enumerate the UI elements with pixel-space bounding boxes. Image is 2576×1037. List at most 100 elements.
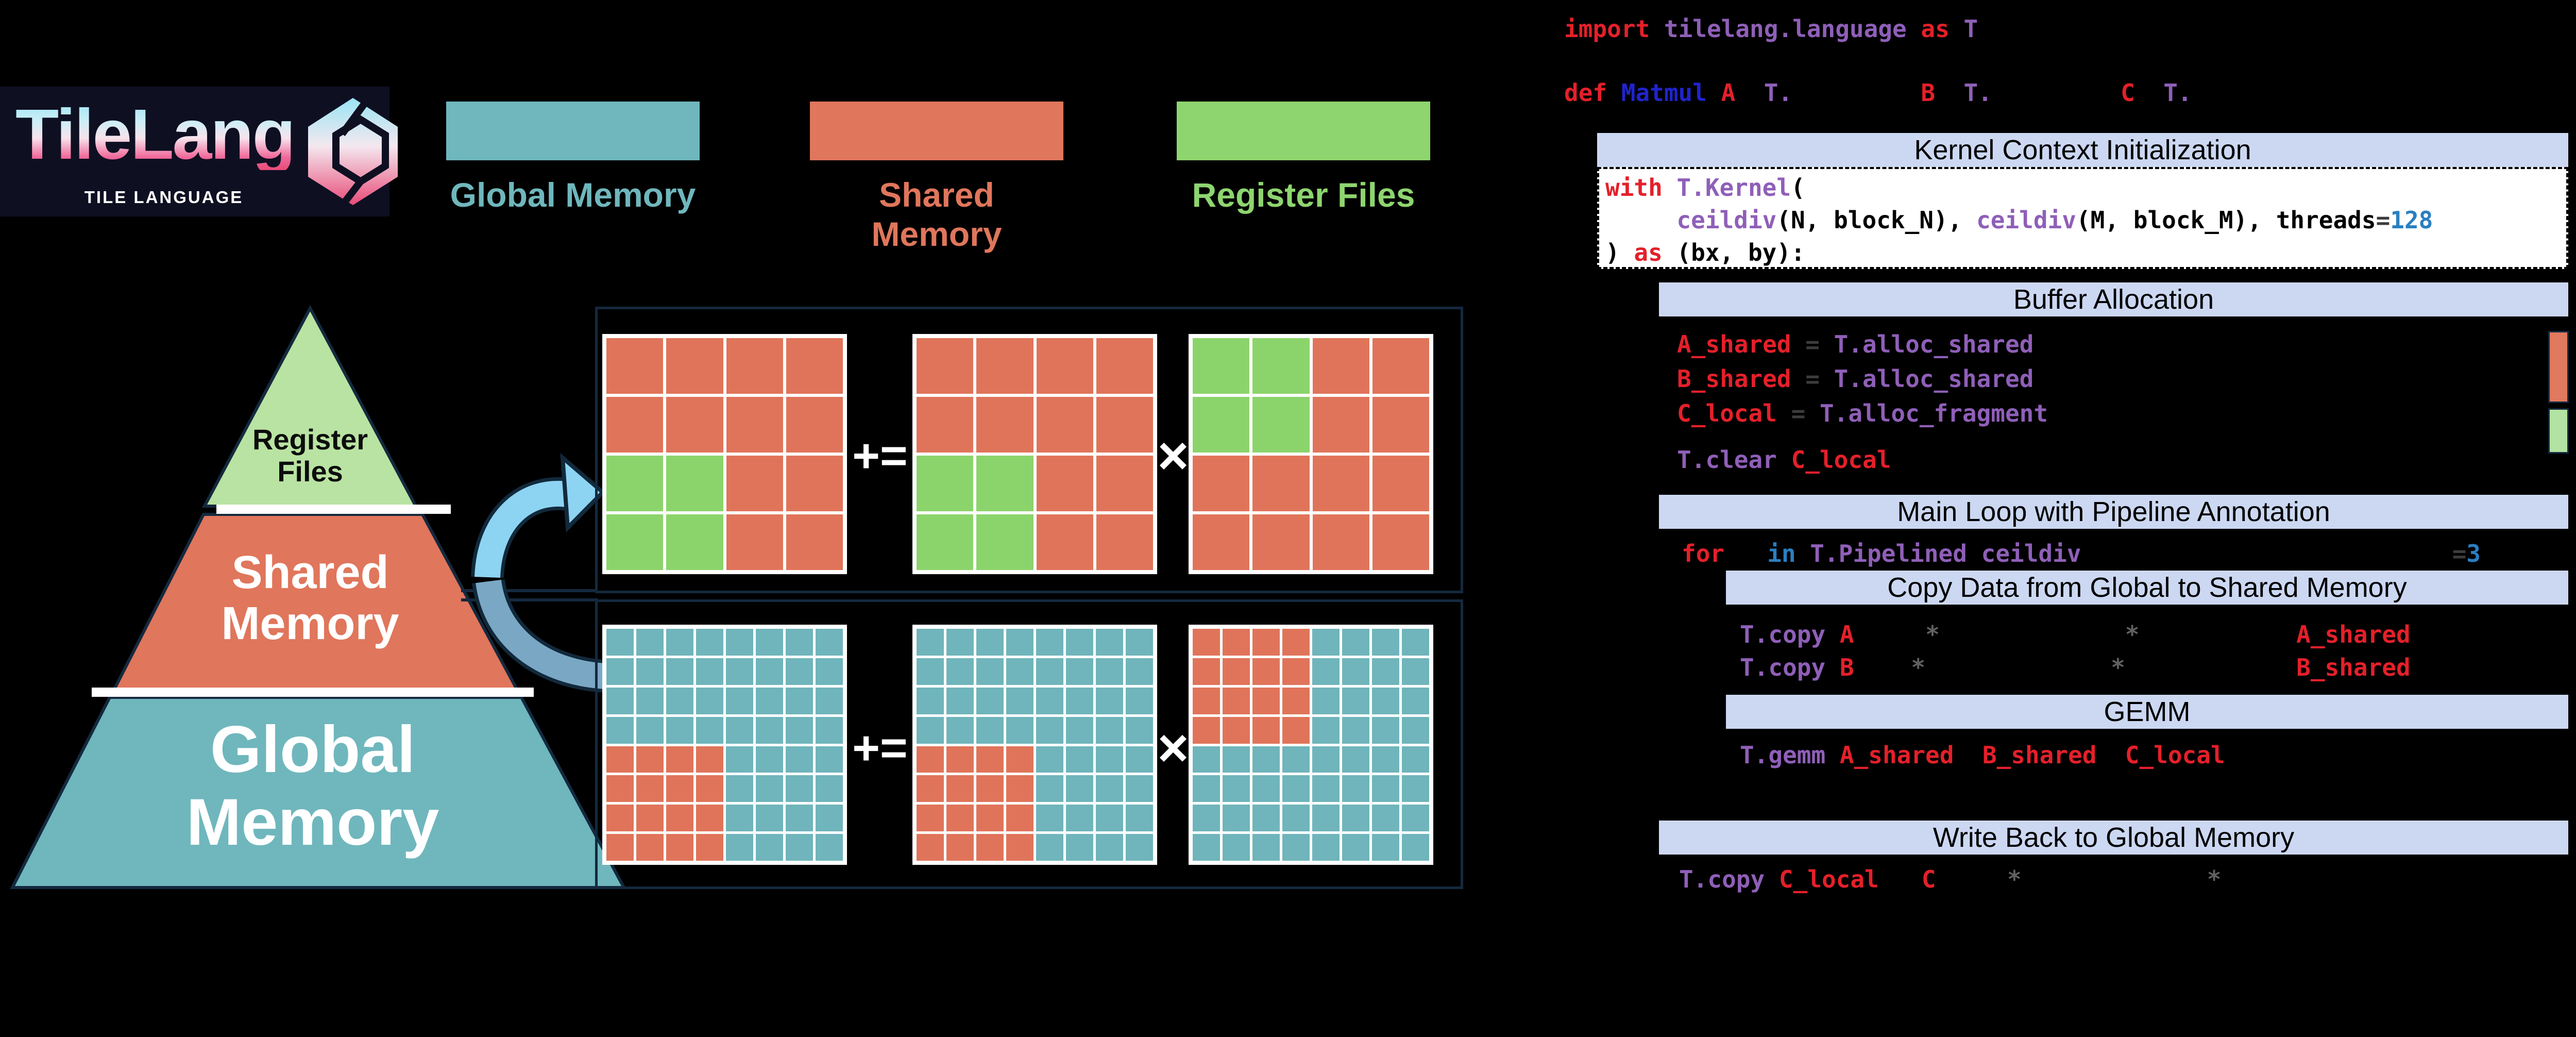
matrix-cell [1006,716,1033,744]
matrix-top-2 [912,334,1157,574]
matrix-cell [1036,338,1093,394]
code-token: T.alloc_shared [1834,365,2034,393]
code-token: T.clear [1677,446,1791,474]
matrix-cell [1036,658,1063,685]
operator-accumulate: += [852,722,908,775]
code-token: (bx, by): [1676,239,1805,266]
matrix-cell [1402,805,1429,832]
matrix-cell [1126,805,1153,832]
matrix-cell [946,716,974,744]
matrix-cell [946,746,974,773]
matrix-cell [1126,746,1153,773]
code-token [1724,540,1767,567]
matrix-cell [976,834,1004,861]
kernel-context-code-box [1597,167,2568,269]
matrix-cell [726,805,753,832]
code-token: with [1605,174,1677,202]
matrix-cell [917,834,944,861]
matrix-cell [726,456,783,511]
matrix-cell [1282,746,1310,773]
code-line-def: def Matmul A T. B T. C T. [1564,78,2192,107]
matrix-cell [636,746,664,773]
matrix-cell [1193,629,1220,656]
matrix-cell [1342,687,1369,714]
matrix-cell [1252,834,1280,861]
matrix-cell [786,775,813,802]
matrix-cell [1193,456,1250,511]
matrix-cell [1312,658,1340,685]
code-token: T.alloc_fragment [1819,399,2048,427]
code-line-t_clear: T.clear C_local [1677,445,1891,474]
matrix-cell [696,687,723,714]
matrix-cell [1096,658,1123,685]
code-token: B_shared [1677,365,1806,393]
code-token: A_shared [2296,621,2411,648]
matrix-cell [917,338,974,394]
matrix-cell [1036,775,1063,802]
matrix-cell [756,629,783,656]
copy-flow-arrow [471,453,607,693]
matrix-cell [917,687,944,714]
matrix-cell [1312,397,1369,453]
code-token: ceildiv [1981,540,2081,567]
code-token [1854,654,1911,681]
matrix-cell [816,716,843,744]
matrix-cell [726,834,753,861]
matrix-cell [696,746,723,773]
matrix-cell [606,338,664,394]
pyramid-label-global-memory: Global Memory [186,713,439,859]
code-token: A_shared [1677,330,1806,358]
matrix-cell [976,716,1004,744]
code-token: = [2452,540,2467,567]
code-token [2140,621,2297,648]
code-token: C_local [1791,446,1891,474]
matrix-cell [1096,805,1123,832]
matrix-cell [1372,456,1429,511]
matrix-cell [786,687,813,714]
matrix-cell [1006,658,1033,685]
code-token: * [1925,621,1940,648]
matrix-cell [1252,338,1310,394]
section-header-copy: Copy Data from Global to Shared Memory [1726,571,2568,605]
matrix-cell [1282,805,1310,832]
matrix-cell [976,775,1004,802]
pyramid-label-register-files: Register Files [252,423,368,488]
code-token [1954,741,1982,769]
matrix-cell [636,658,664,685]
matrix-cell [1252,397,1310,453]
code-token: T. [1963,79,1992,107]
matrix-cell [1096,456,1153,511]
matrix-cell [976,658,1004,685]
operator-multiply: × [1157,718,1189,778]
matrix-cell [1066,687,1093,714]
code-line-for: for in T.Pipelined ceildiv =3 [1682,539,2481,568]
pyramid-separator-top [216,505,451,514]
matrix-cell [816,629,843,656]
matrix-cell [1282,658,1310,685]
matrix-cell [666,338,723,394]
matrix-cell [606,397,664,453]
matrix-cell [786,834,813,861]
code-token: A [1721,79,1736,107]
matrix-cell [816,834,843,861]
code-line-a_shared: A_shared = T.alloc_shared [1677,330,2033,359]
matrix-cell [636,805,664,832]
code-token [2096,741,2125,769]
matrix-cell [1312,456,1369,511]
code-token: C [2121,79,2135,107]
matrix-cell [917,456,974,511]
matrix-cell [1252,805,1280,832]
code-token: C_local [1677,399,1791,427]
operator-multiply: × [1157,426,1189,486]
matrix-cell [917,629,944,656]
matrix-cell [1126,775,1153,802]
code-token: T.copy [1740,654,1840,681]
matrix-cell [1036,514,1093,570]
matrix-cell [1006,746,1033,773]
code-line-kci2: ceildiv(N, block_N), ceildiv(M, block_M)… [1605,206,2433,235]
code-token [1992,79,2121,107]
matrix-cell [1223,805,1250,832]
matrix-cell [976,805,1004,832]
matrix-cell [1193,805,1220,832]
